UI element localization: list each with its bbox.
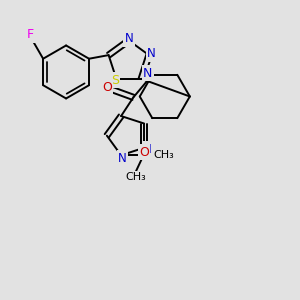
Text: O: O bbox=[139, 146, 149, 159]
Text: F: F bbox=[27, 28, 34, 41]
Text: S: S bbox=[111, 74, 119, 87]
Text: N: N bbox=[147, 47, 156, 60]
Text: CH₃: CH₃ bbox=[154, 150, 174, 160]
Text: N: N bbox=[124, 32, 133, 46]
Text: N: N bbox=[118, 152, 127, 165]
Text: O: O bbox=[102, 81, 112, 94]
Text: CH₃: CH₃ bbox=[125, 172, 146, 182]
Text: N: N bbox=[143, 143, 152, 156]
Text: N: N bbox=[143, 67, 153, 80]
